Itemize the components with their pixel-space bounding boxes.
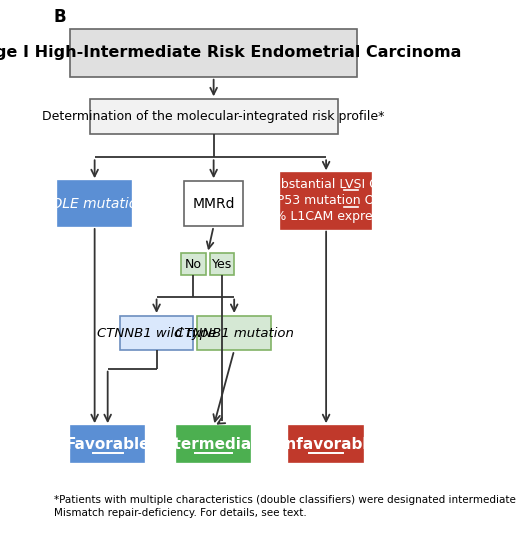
FancyBboxPatch shape (177, 426, 250, 462)
FancyBboxPatch shape (71, 426, 144, 462)
Text: Determination of the molecular-integrated risk profile*: Determination of the molecular-integrate… (42, 110, 385, 123)
FancyBboxPatch shape (90, 99, 338, 134)
Text: Stage I High-Intermediate Risk Endometrial Carcinoma: Stage I High-Intermediate Risk Endometri… (0, 45, 462, 60)
Text: POLE mutation: POLE mutation (43, 197, 146, 210)
FancyBboxPatch shape (209, 253, 234, 276)
Text: B: B (54, 8, 67, 26)
FancyBboxPatch shape (70, 29, 357, 77)
FancyBboxPatch shape (184, 181, 243, 226)
FancyBboxPatch shape (181, 253, 206, 276)
Text: No: No (185, 258, 202, 271)
FancyBboxPatch shape (120, 316, 193, 350)
FancyBboxPatch shape (58, 181, 131, 226)
Text: Substantial LVSI OR
TP53 mutation OR
>10% L1CAM expression: Substantial LVSI OR TP53 mutation OR >10… (248, 178, 404, 223)
FancyBboxPatch shape (197, 316, 271, 350)
FancyBboxPatch shape (281, 173, 371, 229)
Text: Yes: Yes (211, 258, 232, 271)
Text: Intermediate: Intermediate (158, 436, 270, 452)
Text: Unfavorable: Unfavorable (273, 436, 378, 452)
Text: MMRd: MMRd (192, 197, 235, 210)
Text: CTNNB1 wild type: CTNNB1 wild type (97, 327, 216, 340)
Text: CTNNB1 mutation: CTNNB1 mutation (175, 327, 294, 340)
Text: *Patients with multiple characteristics (double classifiers) were designated int: *Patients with multiple characteristics … (54, 495, 517, 518)
FancyBboxPatch shape (290, 426, 363, 462)
Text: Favorable: Favorable (66, 436, 150, 452)
